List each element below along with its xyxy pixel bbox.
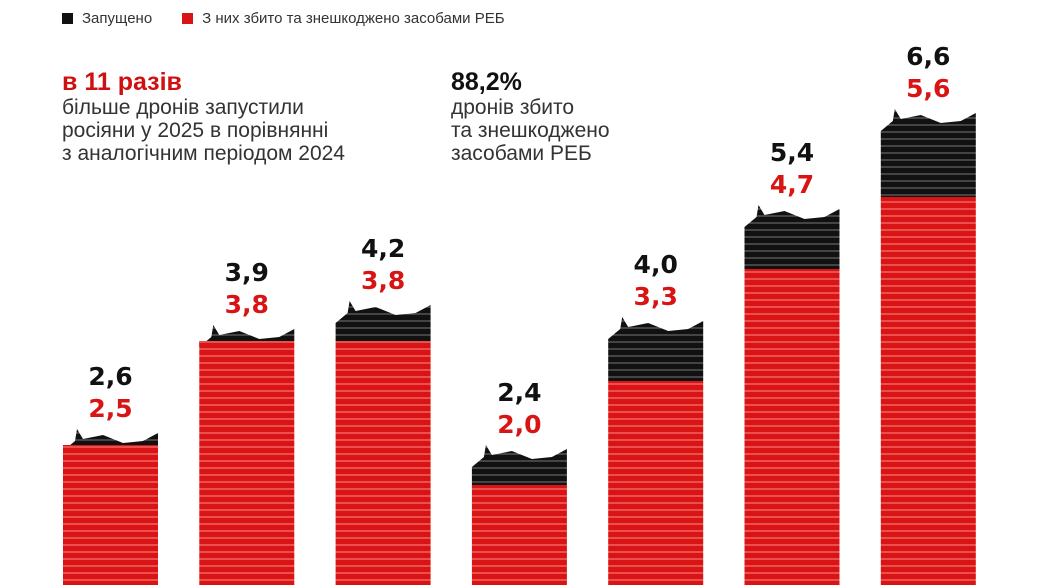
value-label-launched: 5,4 <box>770 138 814 167</box>
stat-growth-headline: в 11 разів <box>62 68 182 96</box>
bar-downed <box>471 485 567 585</box>
stat-growth-line: більше дронів запустили <box>62 96 304 119</box>
stat-downed-line: дронів збито <box>451 96 575 119</box>
bar-launched <box>335 301 431 341</box>
bar-launched <box>880 109 976 197</box>
stat-downed-headline: 88,2% <box>451 68 522 96</box>
legend-swatch-launched <box>62 13 73 24</box>
legend-label-downed: З них збито та знешкоджено засобами РЕБ <box>202 10 505 27</box>
value-label-launched: 4,0 <box>634 250 678 279</box>
value-label-downed: 3,8 <box>225 290 269 319</box>
legend-swatch-downed <box>182 13 194 24</box>
stat-downed-share: 88,2% дронів збито та знешкоджено засоба… <box>451 68 610 165</box>
value-label-launched: 6,6 <box>906 42 950 71</box>
bar-downed <box>63 445 158 585</box>
value-label-downed: 5,6 <box>906 74 950 103</box>
legend-label-launched: Запущено <box>82 10 153 27</box>
legend-item-launched: Запущено <box>62 10 152 27</box>
bar-downed <box>880 197 976 585</box>
value-label-launched: 2,4 <box>497 378 541 407</box>
bar-launched <box>471 445 567 485</box>
bar-launched <box>199 325 295 347</box>
bar-downed <box>335 341 431 585</box>
stat-growth: в 11 разів більше дронів запустили росія… <box>62 68 345 165</box>
bar-launched <box>63 429 158 451</box>
bar-downed <box>608 381 704 585</box>
value-label-launched: 2,6 <box>88 362 132 391</box>
value-label-launched: 4,2 <box>361 234 405 263</box>
bar-downed <box>199 341 295 585</box>
value-label-downed: 4,7 <box>770 170 814 199</box>
value-label-downed: 3,3 <box>634 282 678 311</box>
bar-launched <box>608 317 704 381</box>
bar-downed <box>744 269 840 585</box>
stat-downed-line: та знешкоджено <box>451 119 610 142</box>
stat-downed-line: засобами РЕБ <box>451 142 592 165</box>
value-label-downed: 2,5 <box>88 394 132 423</box>
stat-growth-line: росіяни у 2025 в порівнянні <box>62 119 329 142</box>
value-label-downed: 2,0 <box>497 410 541 439</box>
value-label-launched: 3,9 <box>225 258 269 287</box>
stat-growth-line: з аналогічним періодом 2024 <box>62 142 345 165</box>
legend: Запущено З них збито та знешкоджено засо… <box>62 10 505 27</box>
legend-item-downed: З них збито та знешкоджено засобами РЕБ <box>182 10 505 27</box>
bar-launched <box>744 205 840 269</box>
value-label-downed: 3,8 <box>361 266 405 295</box>
